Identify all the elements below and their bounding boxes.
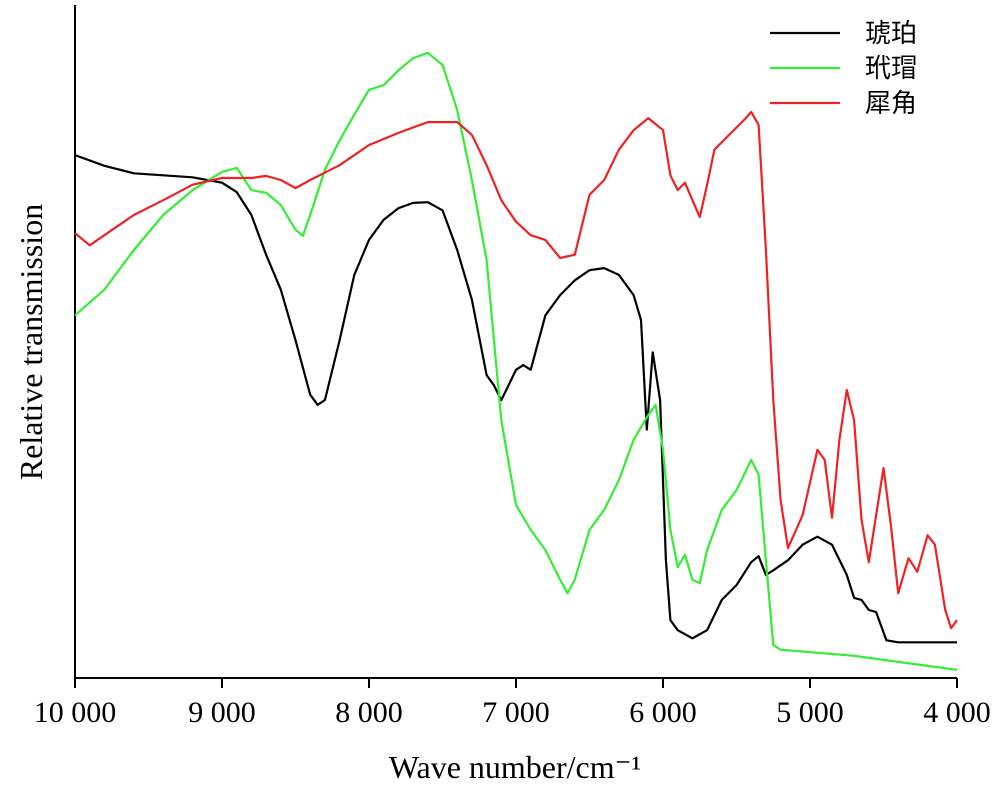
x-axis-label: Wave number/cm⁻¹ (389, 749, 641, 785)
x-tick-label: 4 000 (923, 696, 991, 729)
y-axis-label: Relative transmission (13, 204, 49, 480)
x-tick-label: 6 000 (629, 696, 697, 729)
legend-label: 犀角 (865, 89, 917, 118)
x-tick-label: 9 000 (188, 696, 256, 729)
legend-label: 琥珀 (865, 19, 917, 48)
x-tick-label: 10 000 (34, 696, 117, 729)
line-series (74, 110, 958, 630)
line-series (74, 51, 958, 671)
x-tick-label: 8 000 (335, 696, 403, 729)
x-tick-label: 7 000 (482, 696, 550, 729)
x-tick-label: 5 000 (776, 696, 844, 729)
line-series (74, 154, 957, 644)
legend-label: 玳瑁 (865, 54, 917, 83)
